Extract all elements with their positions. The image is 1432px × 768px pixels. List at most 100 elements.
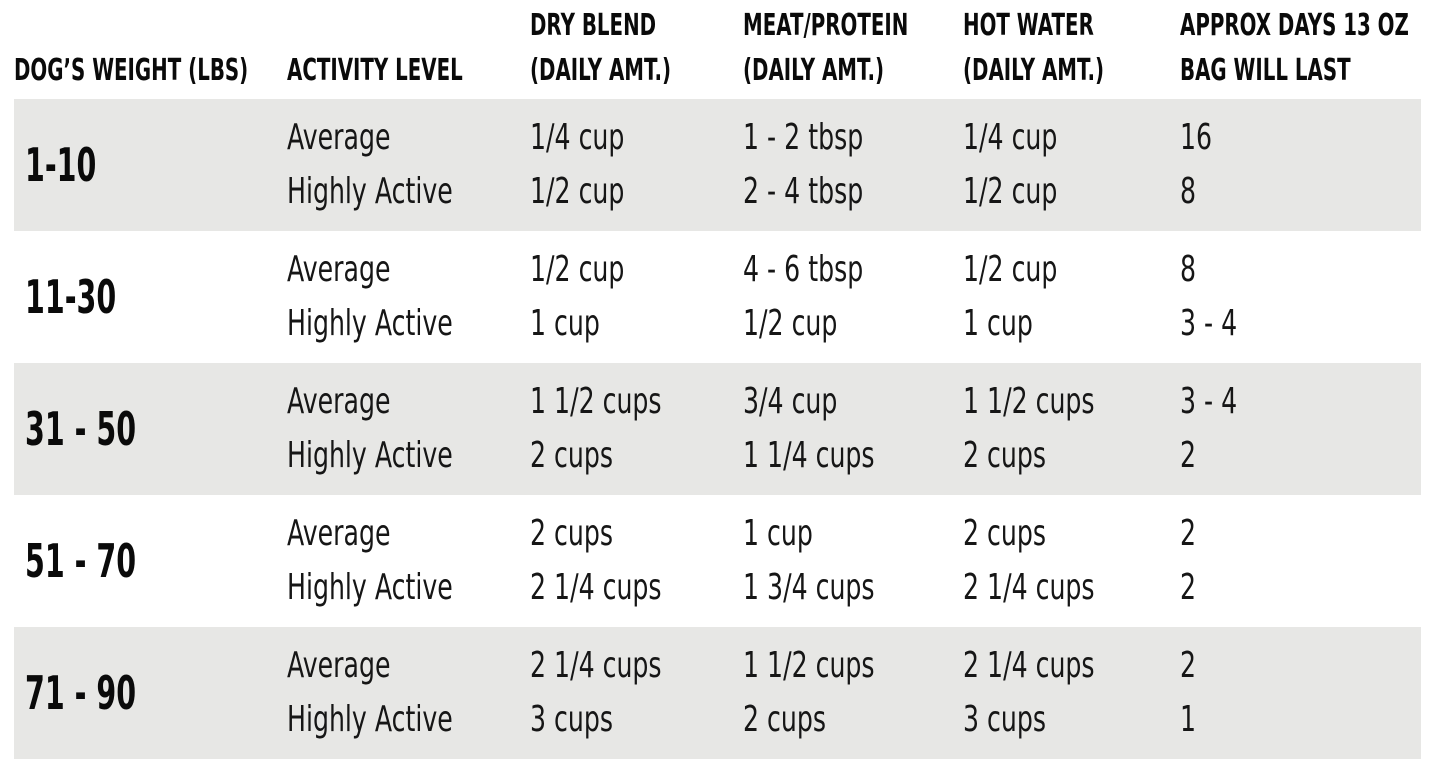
hot-water-highly-active-value: 1 cup: [963, 303, 1033, 344]
days-highly-active-value: 2: [1180, 435, 1197, 476]
meat-protein-highly-active-value: 1 1/4 cups: [743, 435, 875, 476]
hot-water-average-value: 2 1/4 cups: [963, 645, 1095, 686]
days-bag-lasts-cell: 3 - 4 2: [1180, 363, 1421, 495]
weight-range-cell: 11-30: [14, 231, 287, 363]
column-header-days-bag-lasts: APPROX DAYS 13 OZ BAG WILL LAST: [1180, 3, 1432, 99]
weight-range-value: 1-10: [25, 138, 97, 192]
dry-blend-highly-active-value: 1/2 cup: [530, 171, 625, 212]
dry-blend-cell: 2 1/4 cups 3 cups: [530, 627, 743, 759]
table-row: 31 - 50 Average Highly Active 1 1/2 cups…: [14, 363, 1421, 495]
hot-water-average-value: 1/4 cup: [963, 117, 1058, 158]
activity-average-label: Average: [287, 645, 391, 686]
hot-water-highly-active-value: 2 cups: [963, 435, 1047, 476]
activity-highly-active-label: Highly Active: [287, 303, 453, 344]
meat-protein-average-value: 1 1/2 cups: [743, 645, 875, 686]
weight-range-value: 71 - 90: [25, 666, 137, 720]
column-header-hot-water: HOT WATER (DAILY AMT.): [963, 3, 1180, 99]
table-body: 1-10 Average Highly Active 1/4 cup 1/2 c…: [0, 99, 1432, 759]
days-average-value: 16: [1180, 117, 1213, 158]
activity-highly-active-label: Highly Active: [287, 567, 453, 608]
days-highly-active-value: 1: [1180, 699, 1197, 740]
activity-highly-active-label: Highly Active: [287, 699, 453, 740]
dry-blend-cell: 1/4 cup 1/2 cup: [530, 99, 743, 231]
dry-blend-average-value: 2 1/4 cups: [530, 645, 662, 686]
table-row: 71 - 90 Average Highly Active 2 1/4 cups…: [14, 627, 1421, 759]
meat-protein-highly-active-value: 2 - 4 tbsp: [743, 171, 864, 212]
hot-water-cell: 2 1/4 cups 3 cups: [963, 627, 1180, 759]
hot-water-average-value: 1 1/2 cups: [963, 381, 1095, 422]
dry-blend-highly-active-value: 3 cups: [530, 699, 614, 740]
dry-blend-highly-active-value: 2 1/4 cups: [530, 567, 662, 608]
weight-range-value: 51 - 70: [25, 534, 137, 588]
days-highly-active-value: 8: [1180, 171, 1197, 212]
dry-blend-cell: 1/2 cup 1 cup: [530, 231, 743, 363]
hot-water-cell: 1 1/2 cups 2 cups: [963, 363, 1180, 495]
hot-water-highly-active-value: 2 1/4 cups: [963, 567, 1095, 608]
meat-protein-highly-active-value: 1 3/4 cups: [743, 567, 875, 608]
meat-protein-average-value: 1 - 2 tbsp: [743, 117, 864, 158]
column-header-label: HOT WATER: [963, 8, 1094, 43]
column-header-label: BAG WILL LAST: [1180, 53, 1351, 88]
days-average-value: 3 - 4: [1180, 381, 1238, 422]
days-average-value: 2: [1180, 513, 1197, 554]
column-header-dry-blend: DRY BLEND (DAILY AMT.): [530, 3, 743, 99]
activity-highly-active-label: Highly Active: [287, 171, 453, 212]
column-header-label: MEAT/PROTEIN: [743, 8, 909, 43]
dry-blend-highly-active-value: 2 cups: [530, 435, 614, 476]
activity-average-label: Average: [287, 513, 391, 554]
weight-range-cell: 1-10: [14, 99, 287, 231]
hot-water-average-value: 1/2 cup: [963, 249, 1058, 290]
activity-average-label: Average: [287, 381, 391, 422]
column-header-label: (DAILY AMT.): [743, 53, 885, 88]
activity-average-label: Average: [287, 117, 391, 158]
dry-blend-average-value: 1/4 cup: [530, 117, 625, 158]
hot-water-cell: 1/4 cup 1/2 cup: [963, 99, 1180, 231]
meat-protein-cell: 1 cup 1 3/4 cups: [743, 495, 963, 627]
dry-blend-cell: 1 1/2 cups 2 cups: [530, 363, 743, 495]
meat-protein-cell: 4 - 6 tbsp 1/2 cup: [743, 231, 963, 363]
hot-water-average-value: 2 cups: [963, 513, 1047, 554]
meat-protein-highly-active-value: 1/2 cup: [743, 303, 838, 344]
activity-highly-active-label: Highly Active: [287, 435, 453, 476]
meat-protein-cell: 3/4 cup 1 1/4 cups: [743, 363, 963, 495]
table-header-row: DOG’S WEIGHT (LBS) ACTIVITY LEVEL DRY BL…: [14, 0, 1421, 99]
meat-protein-cell: 1 - 2 tbsp 2 - 4 tbsp: [743, 99, 963, 231]
weight-range-cell: 71 - 90: [14, 627, 287, 759]
hot-water-cell: 2 cups 2 1/4 cups: [963, 495, 1180, 627]
meat-protein-average-value: 1 cup: [743, 513, 813, 554]
meat-protein-average-value: 4 - 6 tbsp: [743, 249, 864, 290]
weight-range-value: 11-30: [25, 270, 117, 324]
activity-level-cell: Average Highly Active: [287, 627, 530, 759]
days-bag-lasts-cell: 8 3 - 4: [1180, 231, 1421, 363]
activity-level-cell: Average Highly Active: [287, 495, 530, 627]
dry-blend-average-value: 2 cups: [530, 513, 614, 554]
column-header-label: ACTIVITY LEVEL: [287, 53, 463, 88]
activity-level-cell: Average Highly Active: [287, 363, 530, 495]
column-header-dogs-weight: DOG’S WEIGHT (LBS): [14, 48, 287, 99]
activity-level-cell: Average Highly Active: [287, 99, 530, 231]
days-bag-lasts-cell: 16 8: [1180, 99, 1421, 231]
dry-blend-average-value: 1/2 cup: [530, 249, 625, 290]
days-average-value: 2: [1180, 645, 1197, 686]
column-header-activity-level: ACTIVITY LEVEL: [287, 48, 530, 99]
column-header-label: DRY BLEND: [530, 8, 657, 43]
table-row: 11-30 Average Highly Active 1/2 cup 1 cu…: [14, 231, 1421, 363]
days-bag-lasts-cell: 2 1: [1180, 627, 1421, 759]
days-highly-active-value: 2: [1180, 567, 1197, 608]
column-header-label: DOG’S WEIGHT (LBS): [14, 53, 249, 88]
hot-water-highly-active-value: 3 cups: [963, 699, 1047, 740]
column-header-meat-protein: MEAT/PROTEIN (DAILY AMT.): [743, 3, 963, 99]
days-average-value: 8: [1180, 249, 1197, 290]
weight-range-value: 31 - 50: [25, 402, 137, 456]
meat-protein-highly-active-value: 2 cups: [743, 699, 827, 740]
column-header-label: (DAILY AMT.): [530, 53, 672, 88]
table-row: 1-10 Average Highly Active 1/4 cup 1/2 c…: [14, 99, 1421, 231]
dry-blend-cell: 2 cups 2 1/4 cups: [530, 495, 743, 627]
dry-blend-average-value: 1 1/2 cups: [530, 381, 662, 422]
days-bag-lasts-cell: 2 2: [1180, 495, 1421, 627]
weight-range-cell: 51 - 70: [14, 495, 287, 627]
hot-water-highly-active-value: 1/2 cup: [963, 171, 1058, 212]
table-row: 51 - 70 Average Highly Active 2 cups 2 1…: [14, 495, 1421, 627]
dry-blend-highly-active-value: 1 cup: [530, 303, 600, 344]
